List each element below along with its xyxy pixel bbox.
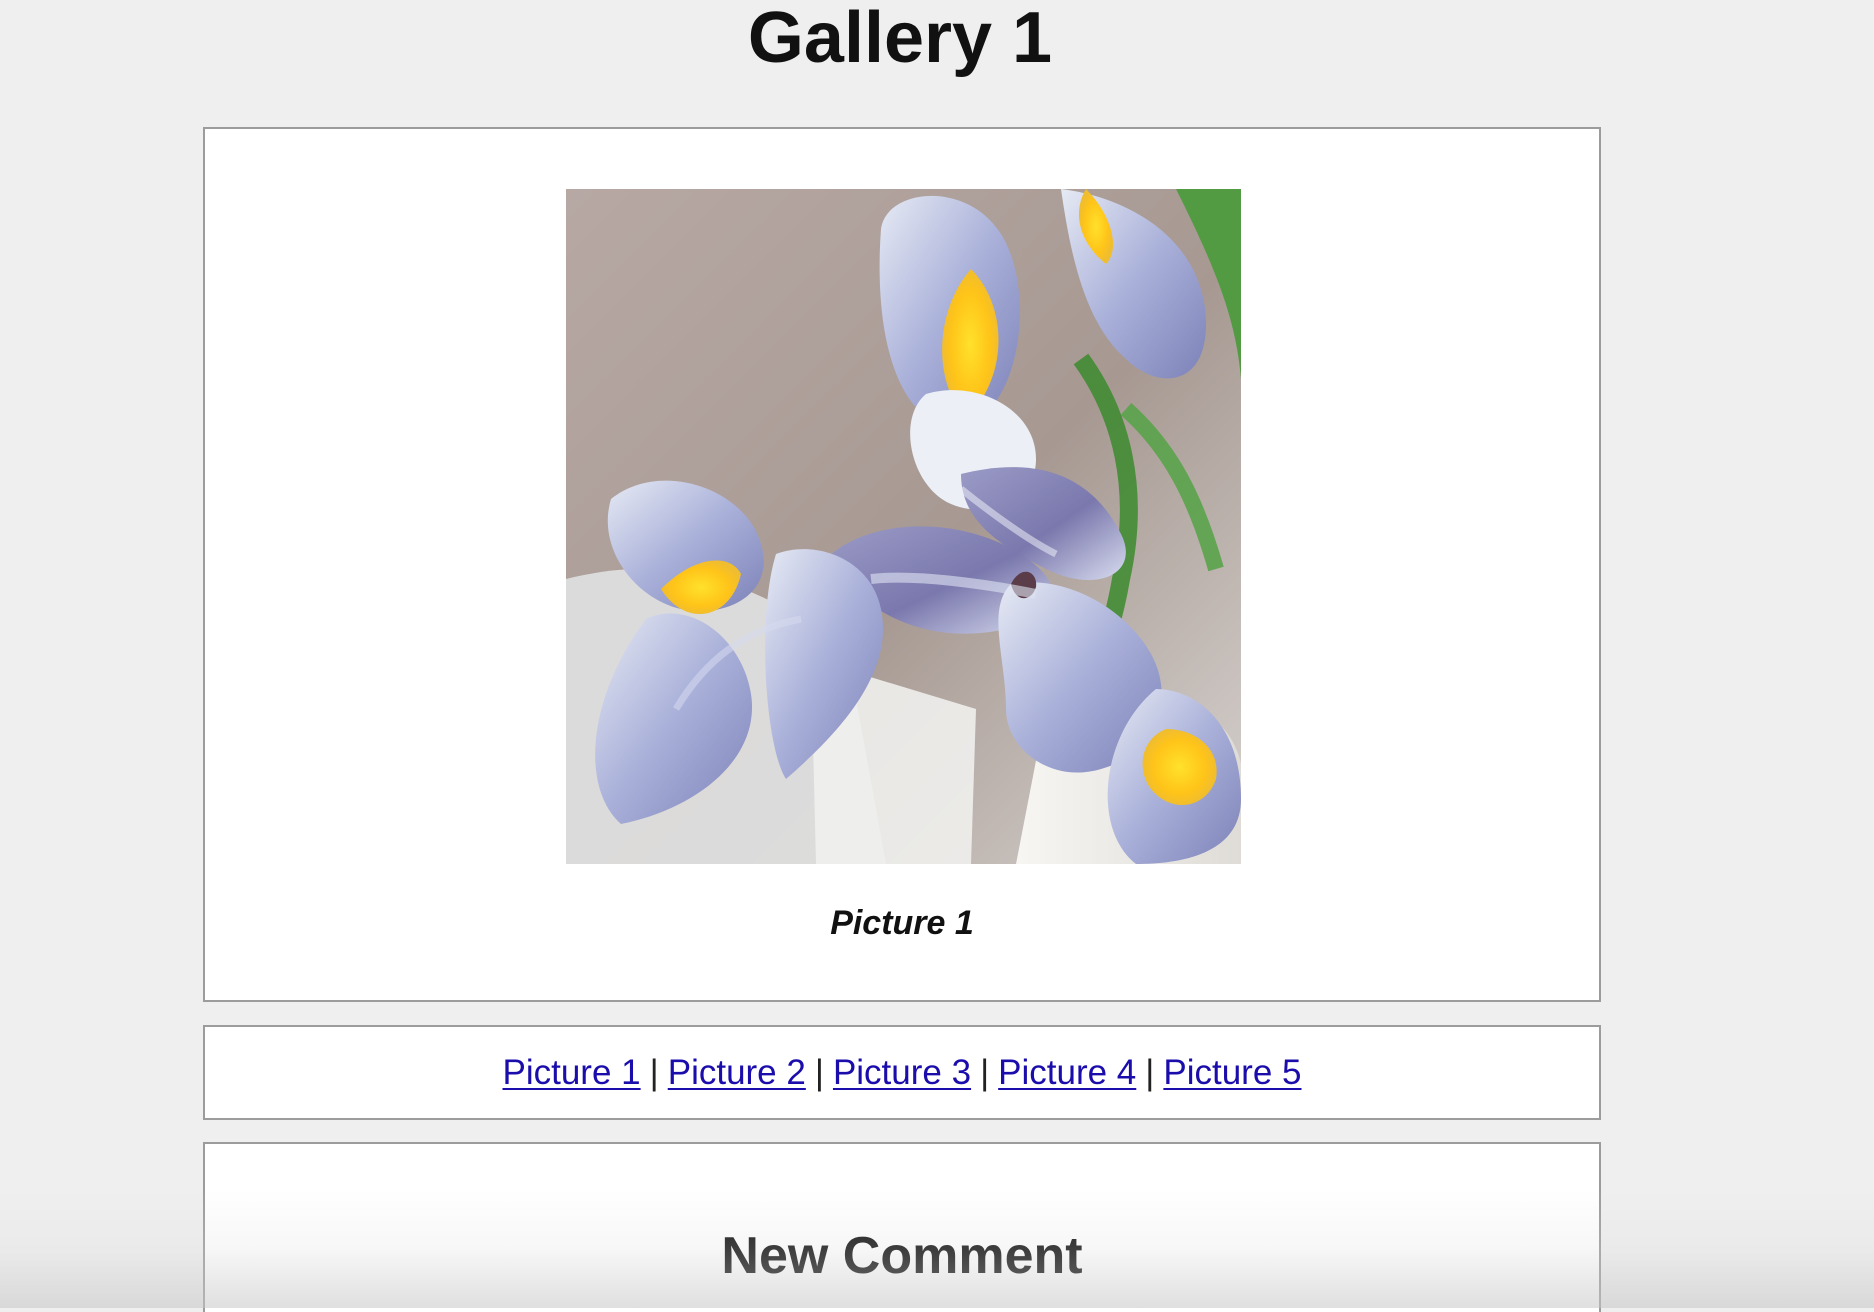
- picture-link-3[interactable]: Picture 3: [832, 1053, 972, 1092]
- picture-link-4[interactable]: Picture 4: [998, 1053, 1137, 1092]
- page-title: Gallery 1: [747, 0, 1053, 78]
- picture-link-list: Picture 1 | Picture 2 | Picture 3 | Picture 4 |…: [205, 1051, 1599, 1095]
- picture-link-2[interactable]: Picture 2: [667, 1053, 806, 1092]
- current-picture-panel: Picture 1: [203, 127, 1601, 1002]
- link-separator: |: [1145, 1053, 1155, 1092]
- new-comment-heading: New Comment: [721, 1227, 1083, 1285]
- iris-picture: [566, 189, 1241, 864]
- picture-link-1[interactable]: Picture 1: [502, 1053, 641, 1092]
- link-separator: |: [814, 1053, 824, 1092]
- link-separator: |: [980, 1053, 990, 1092]
- new-comment-panel: New Comment: [203, 1142, 1601, 1312]
- link-separator: |: [649, 1053, 659, 1092]
- picture-link-5[interactable]: Picture 5: [1163, 1053, 1302, 1092]
- picture-caption: Picture 1: [830, 904, 974, 942]
- picture-navigation: Picture 1 | Picture 2 | Picture 3 | Picture 4 |…: [203, 1025, 1601, 1120]
